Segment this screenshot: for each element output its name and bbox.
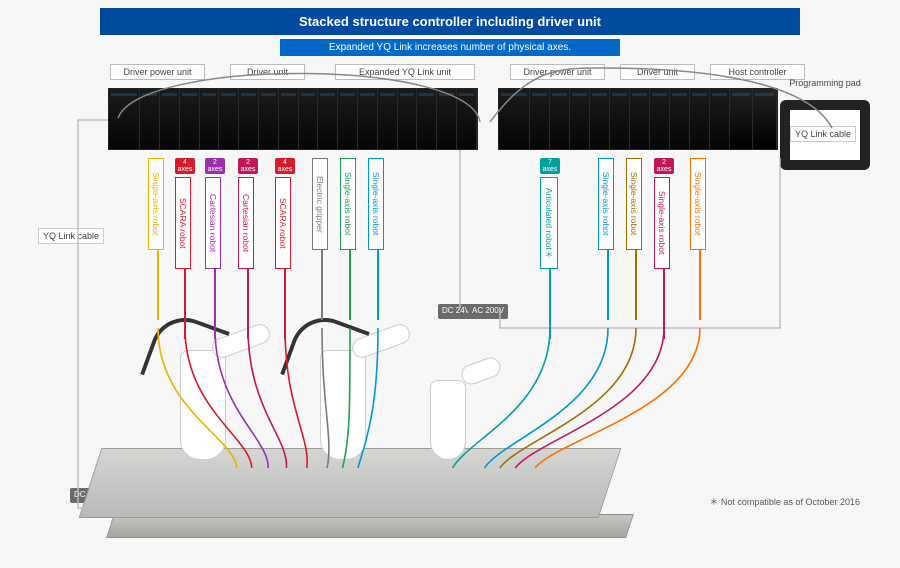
controller-slot	[437, 89, 457, 149]
controller-slot	[180, 89, 200, 149]
robot-wire	[284, 269, 286, 339]
axes-tag: 4 axes	[275, 158, 295, 174]
controller-slot	[610, 89, 630, 149]
yq-cable-label-right: YQ Link cable	[790, 126, 856, 142]
controller-slot	[499, 89, 530, 149]
axes-tag: 4 axes	[175, 158, 195, 174]
robot-column: 2 axes Cartesian robot	[238, 158, 258, 339]
robot-wire	[663, 269, 665, 339]
robot-type-box: Single-axis robot	[148, 158, 164, 250]
axes-tag: 2 axes	[205, 158, 225, 174]
axes-tag: 2 axes	[238, 158, 258, 174]
programming-pad-label: Programming pad	[780, 78, 870, 88]
robot-type-box: Single-axis robot	[340, 158, 356, 250]
robot-type-box: Single-axis robot	[654, 177, 670, 269]
subtitle-bar: Expanded YQ Link increases number of phy…	[280, 39, 620, 56]
robot-wire	[549, 269, 551, 339]
top-labels-row: Driver power unit Driver unit Expanded YQ …	[110, 64, 860, 82]
robot-wire	[349, 250, 351, 320]
controller-slot	[710, 89, 730, 149]
controller-slot	[670, 89, 690, 149]
controller-slot	[457, 89, 477, 149]
robot-column: Single-axis robot	[148, 158, 168, 320]
robot-type-box: SCARA robot	[275, 177, 291, 269]
controller-slot	[358, 89, 378, 149]
top-label: Driver power unit	[110, 64, 205, 80]
title-bar: Stacked structure controller including d…	[100, 8, 800, 35]
yq-cable-label-left: YQ Link cable	[38, 228, 104, 244]
robot-type-box: Single-axis robot	[690, 158, 706, 250]
controller-slot	[570, 89, 590, 149]
controller-slot	[590, 89, 610, 149]
controller-slot	[279, 89, 299, 149]
robot-column: Single-axis robot	[340, 158, 360, 320]
controller-slot	[140, 89, 160, 149]
axes-tag: 2 axes	[654, 158, 674, 174]
robot-wire	[247, 269, 249, 339]
top-label: Expanded YQ Link unit	[335, 64, 475, 80]
robot-column: Single-axis robot	[368, 158, 388, 320]
robot-type-box: Single-axis robot	[626, 158, 642, 250]
robot-column: 4 axes SCARA robot	[175, 158, 195, 339]
robot-wire	[607, 250, 609, 320]
robot-type-box: Cartesian robot	[205, 177, 221, 269]
robot-wire	[321, 250, 323, 320]
stack-left	[108, 88, 478, 150]
controller-slot	[650, 89, 670, 149]
robot-wire	[377, 250, 379, 320]
controller-slot	[299, 89, 319, 149]
controller-slot	[417, 89, 437, 149]
robot-column: 2 axes Cartesian robot	[205, 158, 225, 339]
robot-type-box: Cartesian robot	[238, 177, 254, 269]
robot-column: Single-axis robot	[598, 158, 618, 320]
controller-slot	[690, 89, 710, 149]
controller-slot	[530, 89, 550, 149]
top-label: Driver power unit	[510, 64, 605, 80]
robot-wire	[635, 250, 637, 320]
robot-column: Single-axis robot	[626, 158, 646, 320]
robot-column: 2 axes Single-axis robot	[654, 158, 674, 339]
controller-slot	[219, 89, 239, 149]
robot-wire	[214, 269, 216, 339]
controller-slot	[109, 89, 140, 149]
controller-slot	[160, 89, 180, 149]
robot-column: Single-axis robot	[690, 158, 710, 320]
machine-illustration	[90, 348, 610, 538]
axes-tag: 7 axes	[540, 158, 560, 174]
robot-wire	[184, 269, 186, 339]
robot-type-box: Articulated robot＊	[540, 177, 558, 269]
controller-slot	[398, 89, 418, 149]
stack-right	[498, 88, 778, 150]
robot-column: 4 axes SCARA robot	[275, 158, 295, 339]
controller-slot	[338, 89, 358, 149]
robot-type-box: SCARA robot	[175, 177, 191, 269]
controller-slot	[239, 89, 259, 149]
robot-wire	[157, 250, 159, 320]
controller-slot	[550, 89, 570, 149]
controller-slot	[630, 89, 650, 149]
controller-slot	[259, 89, 279, 149]
controller-slot	[200, 89, 220, 149]
robot-type-box: Single-axis robot	[368, 158, 384, 250]
robot-wire	[699, 250, 701, 320]
ac200-tag: AC 200V	[468, 304, 508, 319]
robot-type-box: Electric gripper	[312, 158, 328, 250]
robot-column: Electric gripper	[312, 158, 332, 320]
controller-slot	[318, 89, 338, 149]
controller-slot	[753, 89, 777, 149]
controller-slot	[378, 89, 398, 149]
robot-type-box: Single-axis robot	[598, 158, 614, 250]
top-label: Driver unit	[230, 64, 305, 80]
top-label: Driver unit	[620, 64, 695, 80]
controller-slot	[730, 89, 754, 149]
robot-column: 7 axes Articulated robot＊	[540, 158, 560, 339]
footnote: ＊ Not compatible as of October 2016	[709, 495, 860, 508]
